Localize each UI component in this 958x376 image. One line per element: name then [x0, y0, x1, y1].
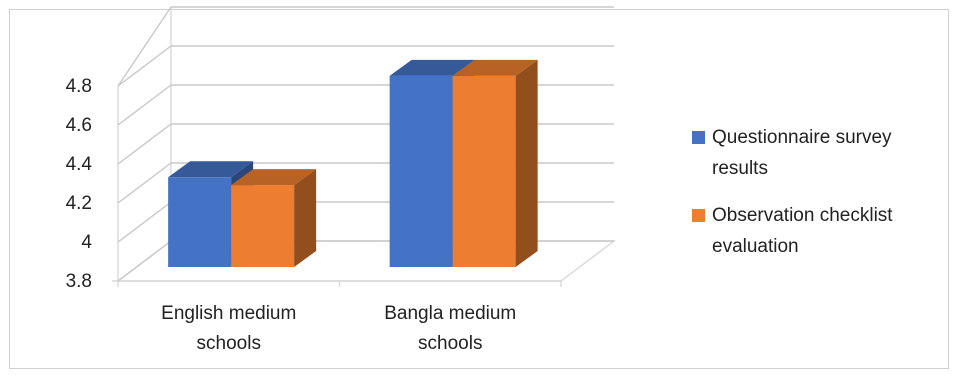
y-tick-label: 4: [81, 232, 92, 253]
x-axis-categories: English medium schools Bangla medium school…: [161, 303, 516, 354]
y-tick-label: 4.6: [66, 115, 92, 136]
y-tick-label: 3.8: [66, 271, 92, 292]
y-axis-ticks: 3.8 4 4.2 4.4 4.6 4.8: [66, 76, 93, 292]
legend-label: Observation checklist: [712, 205, 893, 226]
legend-label: results: [712, 158, 768, 179]
gridline-side: [117, 162, 172, 204]
category-label: Bangla medium: [384, 303, 516, 324]
legend-label: evaluation: [712, 236, 799, 257]
category-label: English medium: [161, 303, 296, 324]
bar-front: [231, 185, 295, 267]
bar-top: [168, 161, 254, 178]
gridline-side: [117, 123, 172, 165]
bar-side: [515, 59, 538, 268]
gridline-side: [117, 84, 172, 126]
y-tick-label: 4.4: [66, 154, 93, 175]
gridline-side: [117, 201, 172, 243]
y-tick-label: 4.8: [66, 76, 92, 97]
bar-top: [389, 59, 475, 76]
category-label: schools: [197, 333, 261, 354]
legend-label: Questionnaire survey: [712, 127, 892, 148]
gridline-side: [117, 45, 172, 87]
category-label: schools: [418, 333, 482, 354]
gridline-side: [117, 6, 172, 87]
bar-front: [389, 75, 453, 268]
gridline-side: [117, 240, 172, 282]
bar-side: [294, 169, 317, 267]
legend-swatch: [692, 209, 705, 222]
bar-top: [452, 59, 538, 76]
legend: Questionnaire survey results Observation c…: [692, 127, 893, 257]
y-tick-label: 4.2: [66, 193, 92, 214]
bar-front: [168, 177, 232, 267]
legend-swatch: [692, 131, 705, 144]
bars: [168, 59, 538, 268]
bar-top: [231, 169, 317, 186]
bar-front: [452, 75, 516, 268]
